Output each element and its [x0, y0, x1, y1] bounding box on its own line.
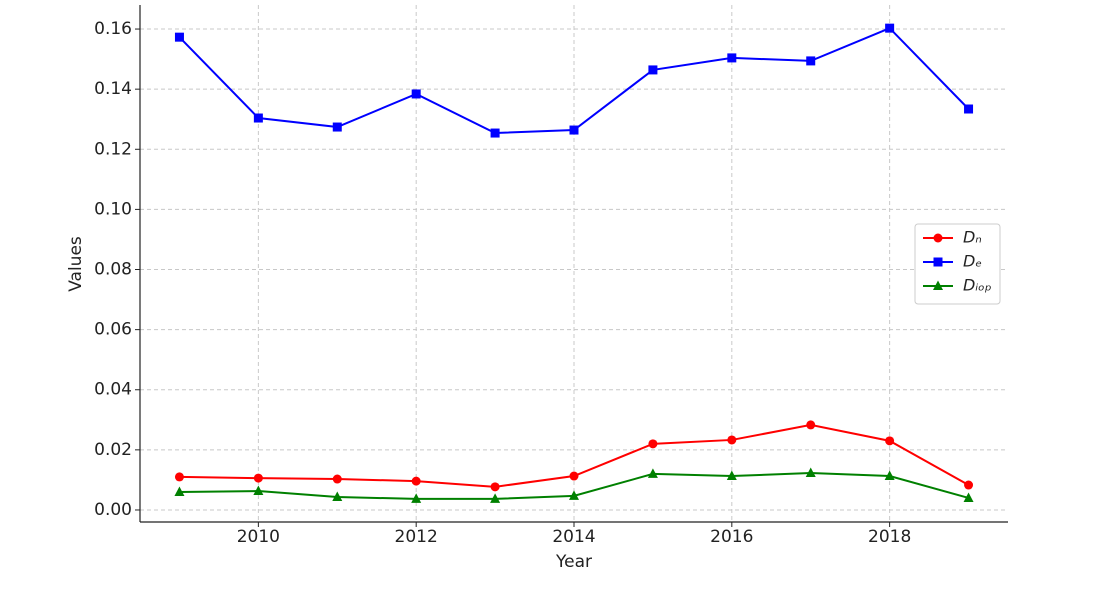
marker [569, 125, 579, 135]
marker [490, 482, 500, 492]
y-tick-label: 0.02 [94, 440, 132, 460]
legend-marker [933, 257, 943, 267]
grid [140, 5, 1008, 522]
legend: Dₙ Dₑ Dᵢₒₚ [914, 223, 1001, 305]
marker [806, 56, 816, 66]
y-tick-label: 0.08 [94, 260, 132, 280]
y-tick-label: 0.04 [94, 380, 132, 400]
legend-label: Dᵢₒₚ [963, 276, 992, 295]
marker [411, 89, 421, 99]
marker [726, 470, 737, 481]
marker [174, 472, 184, 482]
marker [490, 493, 501, 503]
marker [569, 471, 579, 481]
marker [806, 420, 816, 430]
marker [253, 485, 264, 496]
legend-marker [933, 280, 943, 290]
marker [411, 476, 421, 486]
marker [648, 439, 658, 449]
marker [253, 473, 263, 483]
y-tick-label: 0.10 [94, 199, 132, 219]
y-tick-label: 0.14 [94, 79, 132, 99]
marker [332, 491, 343, 502]
marker [805, 467, 816, 478]
marker [332, 122, 342, 132]
x-tick-label: 2012 [395, 527, 438, 547]
marker [411, 493, 422, 503]
y-tick-label: 0.12 [94, 139, 132, 159]
marker [727, 435, 737, 445]
marker [963, 492, 974, 502]
x-tick-label: 2018 [868, 527, 911, 547]
marker [648, 65, 658, 75]
y-axis-label: Values [66, 236, 86, 292]
legend-label: Dₑ [963, 252, 982, 271]
series [174, 420, 974, 492]
marker [964, 480, 974, 490]
marker [253, 113, 263, 123]
series [174, 467, 974, 503]
y-tick-label: 0.00 [94, 500, 132, 520]
marker [885, 23, 895, 33]
legend-label: Dₙ [963, 228, 982, 247]
marker [727, 53, 737, 63]
series [174, 23, 974, 138]
marker [884, 470, 895, 481]
marker [332, 474, 342, 484]
marker [647, 468, 658, 478]
x-axis-label: Year [555, 552, 592, 572]
marker [569, 490, 579, 500]
marker [885, 436, 895, 446]
y-tick-label: 0.16 [94, 19, 132, 39]
marker [174, 486, 185, 496]
legend-marker [933, 233, 943, 243]
y-tick-label: 0.06 [94, 320, 132, 340]
x-tick-label: 2016 [710, 527, 753, 547]
marker [174, 32, 184, 42]
x-tick-label: 2010 [237, 527, 280, 547]
x-tick-label: 2014 [552, 527, 595, 547]
marker [490, 128, 500, 138]
marker [964, 104, 974, 114]
